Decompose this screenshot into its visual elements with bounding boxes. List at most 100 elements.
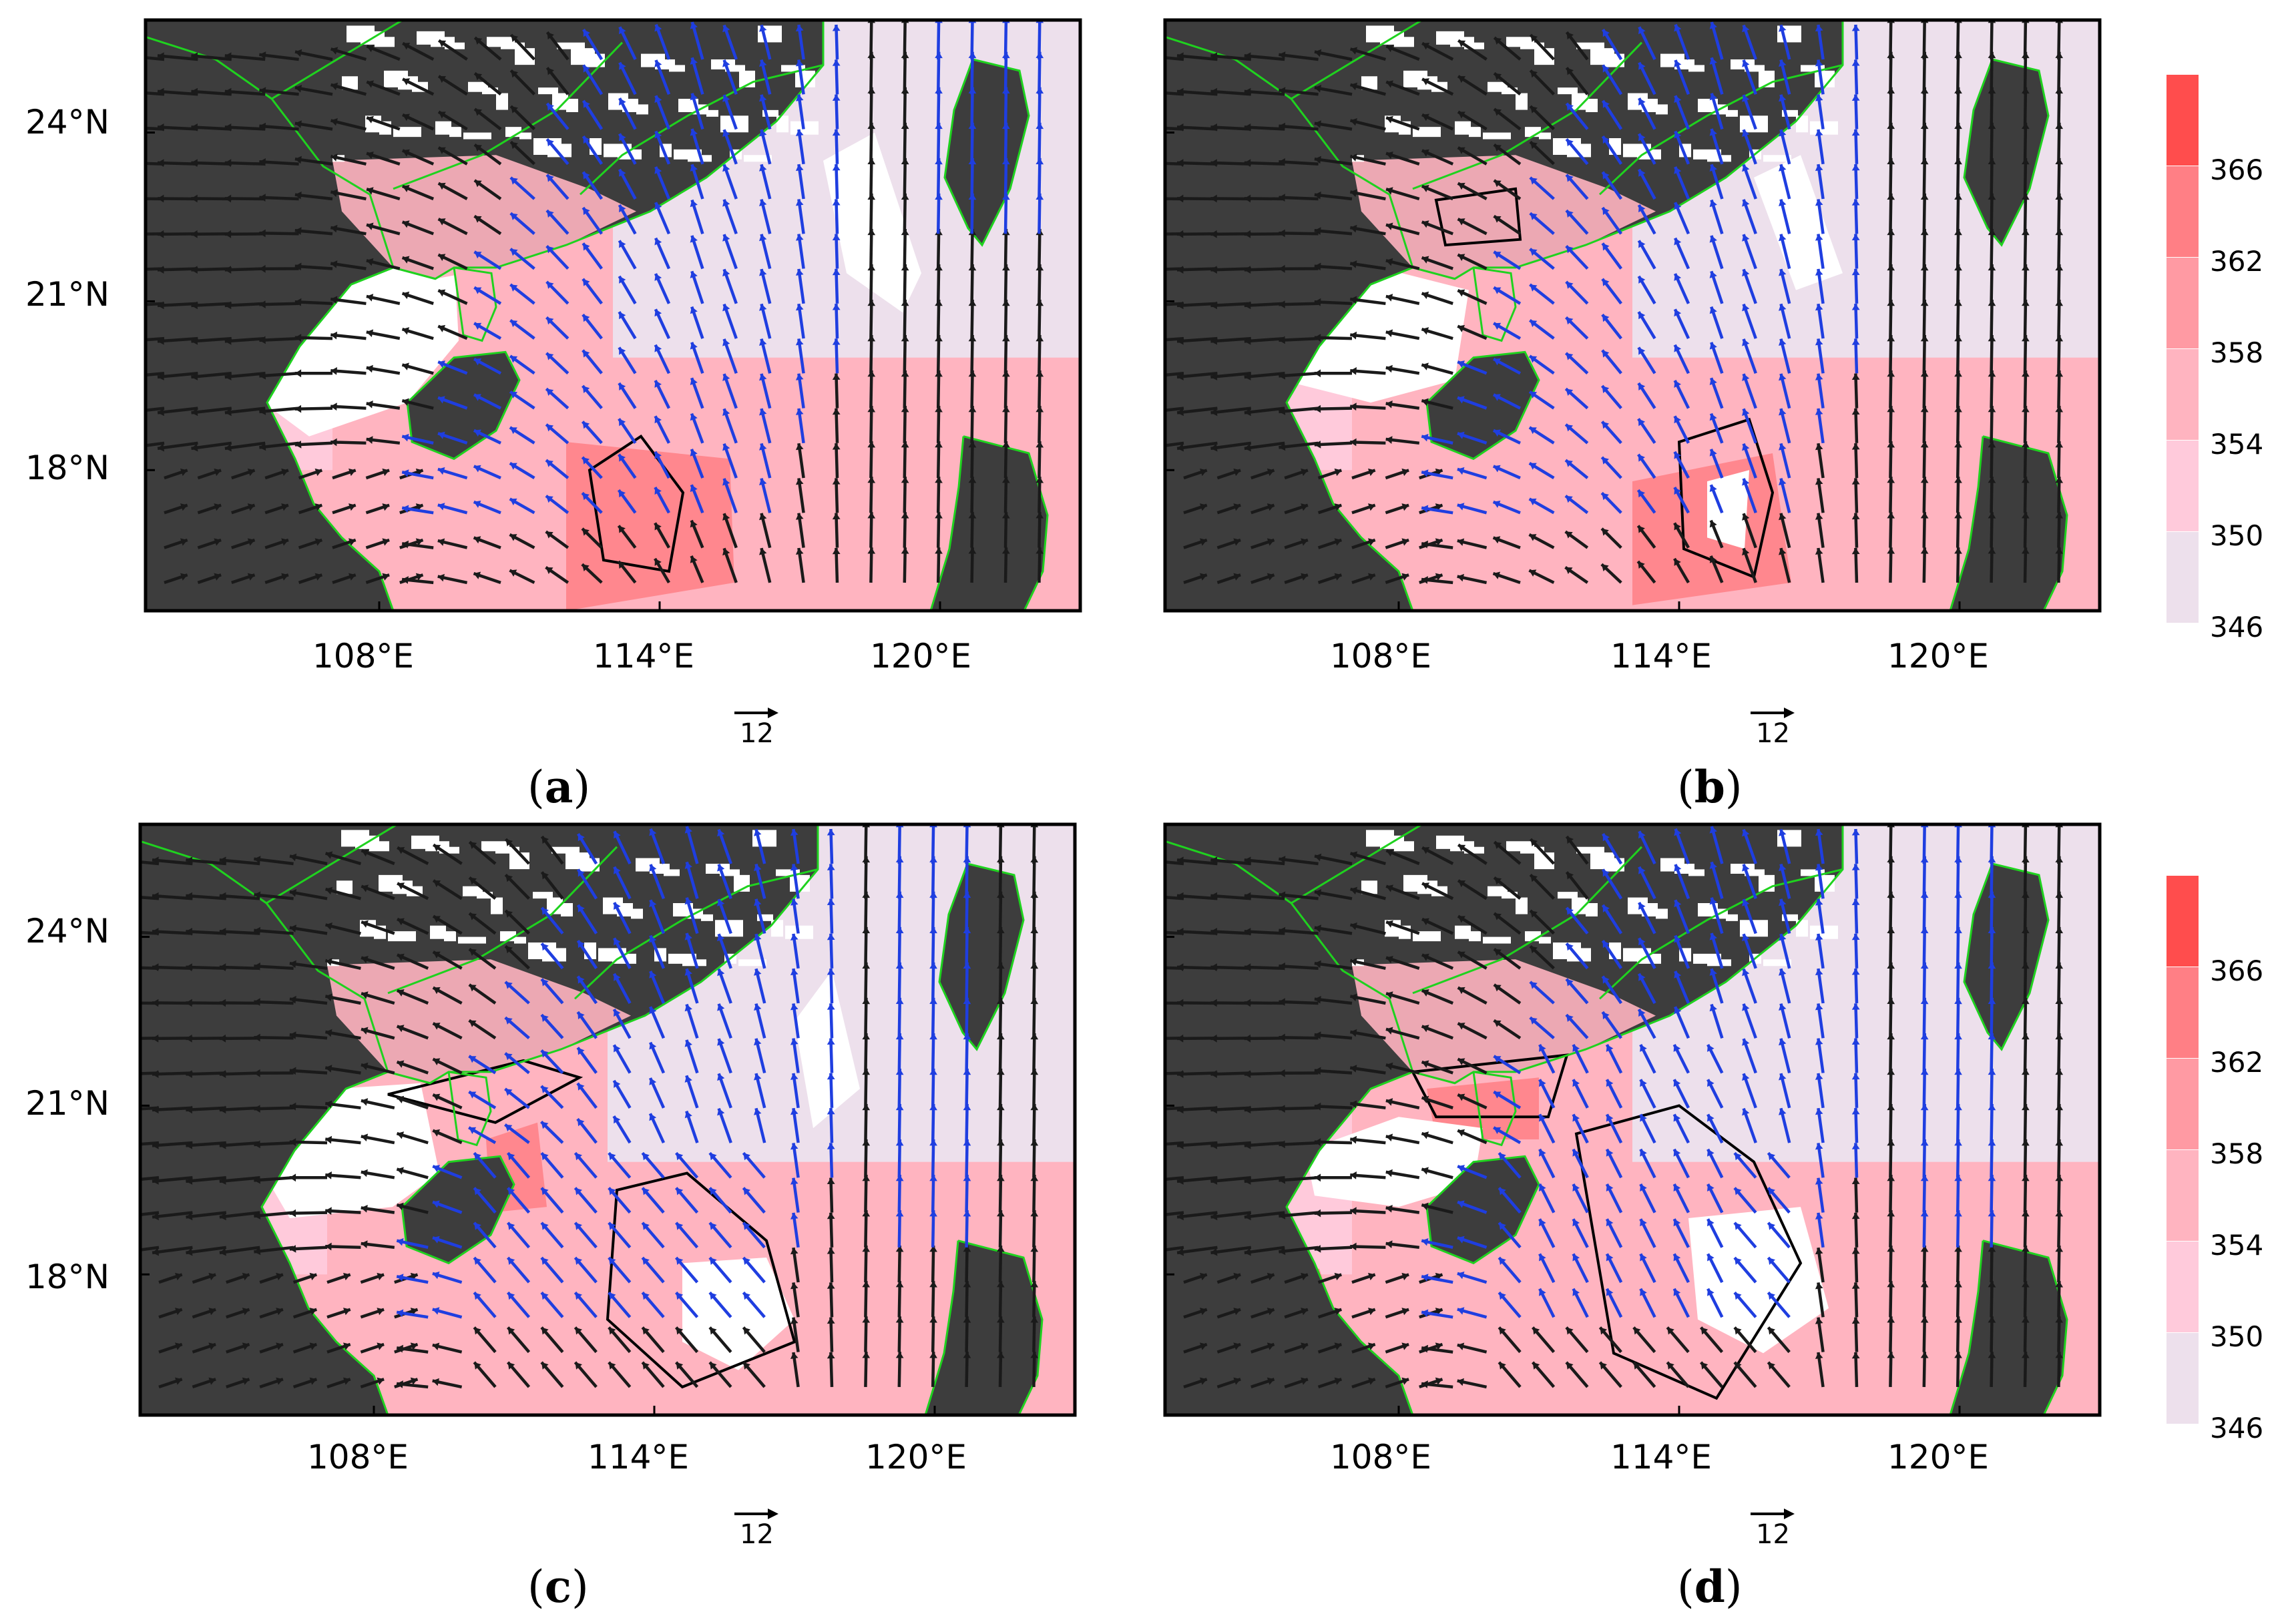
wind-arrow-head — [1314, 924, 1321, 932]
wind-arrow-head — [545, 567, 553, 574]
wind-arrow-head — [433, 1236, 440, 1244]
wind-arrow-head — [474, 144, 482, 152]
wind-arrow-head — [367, 222, 374, 230]
wind-arrow-shaft — [2057, 1174, 2061, 1213]
wind-arrow-head — [224, 266, 232, 274]
wind-arrow-head — [1036, 477, 1044, 483]
wind-arrow-head — [997, 1316, 1005, 1323]
wind-arrow-head — [1421, 1309, 1429, 1318]
wind-arrow-head — [790, 1038, 798, 1045]
wind-arrow-head — [759, 373, 767, 381]
wind-arrow-shaft — [864, 962, 868, 1004]
wind-arrow-shaft — [1279, 965, 1319, 971]
wind-arrow-head — [608, 1222, 616, 1230]
wind-arrow-head — [511, 35, 519, 42]
wind-arrow-shaft — [219, 965, 260, 971]
wind-arrow-head — [437, 503, 445, 511]
wind-arrow-shaft — [1889, 997, 1893, 1039]
wind-arrow-shaft — [936, 158, 941, 200]
wind-arrow-shaft — [1244, 267, 1285, 272]
wind-arrow-head — [191, 159, 198, 168]
wind-arrow-head — [717, 1003, 725, 1011]
wind-arrow-head — [295, 49, 302, 57]
wind-arrow-head — [1815, 478, 1823, 485]
wind-arrow-head — [1386, 956, 1393, 964]
land-speckle — [1502, 87, 1518, 95]
wind-arrow-head — [1315, 85, 1322, 93]
wind-arrow-head — [1572, 1149, 1580, 1157]
wind-arrow-head — [1815, 933, 1823, 940]
wind-arrow-head — [1742, 59, 1750, 67]
wind-arrow-head — [541, 1222, 549, 1230]
wind-arrow-head — [1674, 864, 1682, 872]
mainland-land — [1165, 20, 1843, 611]
wind-arrow-head — [1494, 109, 1502, 116]
wind-arrow-head — [180, 468, 188, 477]
land-speckle — [1782, 109, 1798, 117]
wind-arrow-head — [1674, 95, 1682, 103]
wind-arrow-head — [790, 1282, 798, 1290]
wind-arrow-head — [349, 573, 356, 581]
wind-arrow-shaft — [289, 890, 328, 900]
wind-arrow-head — [1674, 935, 1682, 943]
wind-arrow-head — [1572, 1219, 1580, 1227]
wind-arrow-head — [510, 213, 518, 220]
wind-arrow-shaft — [1176, 894, 1218, 900]
wind-arrow-head — [608, 1258, 616, 1265]
wind-arrow-head — [410, 1308, 418, 1316]
wind-arrow-head — [997, 1246, 1005, 1252]
wind-arrow-head — [505, 1017, 513, 1025]
wind-arrow-head — [1742, 548, 1750, 556]
wind-arrow-head — [963, 1352, 971, 1358]
caption-letter-b: b — [1694, 761, 1725, 813]
wind-arrow-shaft — [1710, 21, 1724, 60]
wind-arrow-head — [361, 920, 369, 928]
wind-arrow-shaft — [289, 854, 328, 866]
land-speckle — [1361, 880, 1377, 894]
wind-arrow-head — [1279, 963, 1285, 971]
wind-arrow-head — [1920, 1316, 1929, 1323]
wind-arrow-head — [397, 1274, 404, 1282]
wind-arrow-head — [325, 1029, 332, 1037]
wind-arrow-head — [1530, 213, 1538, 220]
ref-vector-label-a: 12 — [740, 718, 774, 749]
wind-arrow-head — [152, 963, 159, 972]
wind-arrow-head — [158, 123, 164, 131]
wind-arrow-head — [403, 43, 411, 50]
colorbar-bin-350 — [2166, 1242, 2199, 1333]
wind-arrow-head — [1709, 413, 1717, 421]
land-speckle — [1394, 841, 1414, 852]
wind-arrow-head — [722, 199, 730, 207]
wind-arrow-head — [1457, 503, 1465, 511]
wind-arrow-head — [1815, 1282, 1823, 1290]
wind-arrow-head — [2055, 1316, 2064, 1323]
wind-arrow-head — [1314, 156, 1321, 164]
boundary-line — [1963, 58, 2050, 247]
wind-arrow-shaft — [1889, 1139, 1893, 1178]
wind-arrow-head — [832, 373, 841, 380]
wind-arrow-head — [827, 1177, 835, 1184]
wind-arrow-head — [1815, 513, 1823, 520]
wind-arrow-head — [219, 999, 226, 1007]
wind-arrow-shaft — [1176, 1071, 1218, 1076]
wind-arrow-head — [795, 548, 804, 555]
wind-arrow-head — [1530, 982, 1538, 989]
wind-arrow-head — [397, 847, 405, 854]
wind-arrow-shaft — [146, 302, 165, 306]
wind-arrow-head — [684, 933, 692, 940]
wind-arrow-head — [259, 87, 266, 95]
wind-arrow-head — [1493, 536, 1501, 544]
wind-arrow-head — [397, 1238, 404, 1246]
wind-arrow-head — [1742, 338, 1750, 346]
wind-arrow-head — [124, 302, 131, 310]
wind-arrow-shaft — [1279, 928, 1319, 935]
wind-arrow-head — [1815, 234, 1823, 241]
wind-arrow-head — [1566, 32, 1574, 40]
wind-arrow-head — [433, 1129, 441, 1137]
boundary-line — [1291, 20, 1423, 100]
wind-arrow-head — [1606, 1219, 1614, 1227]
wind-arrow-head — [1401, 1342, 1409, 1350]
wind-arrow-head — [1457, 360, 1465, 368]
wind-arrow-head — [119, 963, 126, 971]
wind-arrow-head — [754, 1003, 762, 1011]
